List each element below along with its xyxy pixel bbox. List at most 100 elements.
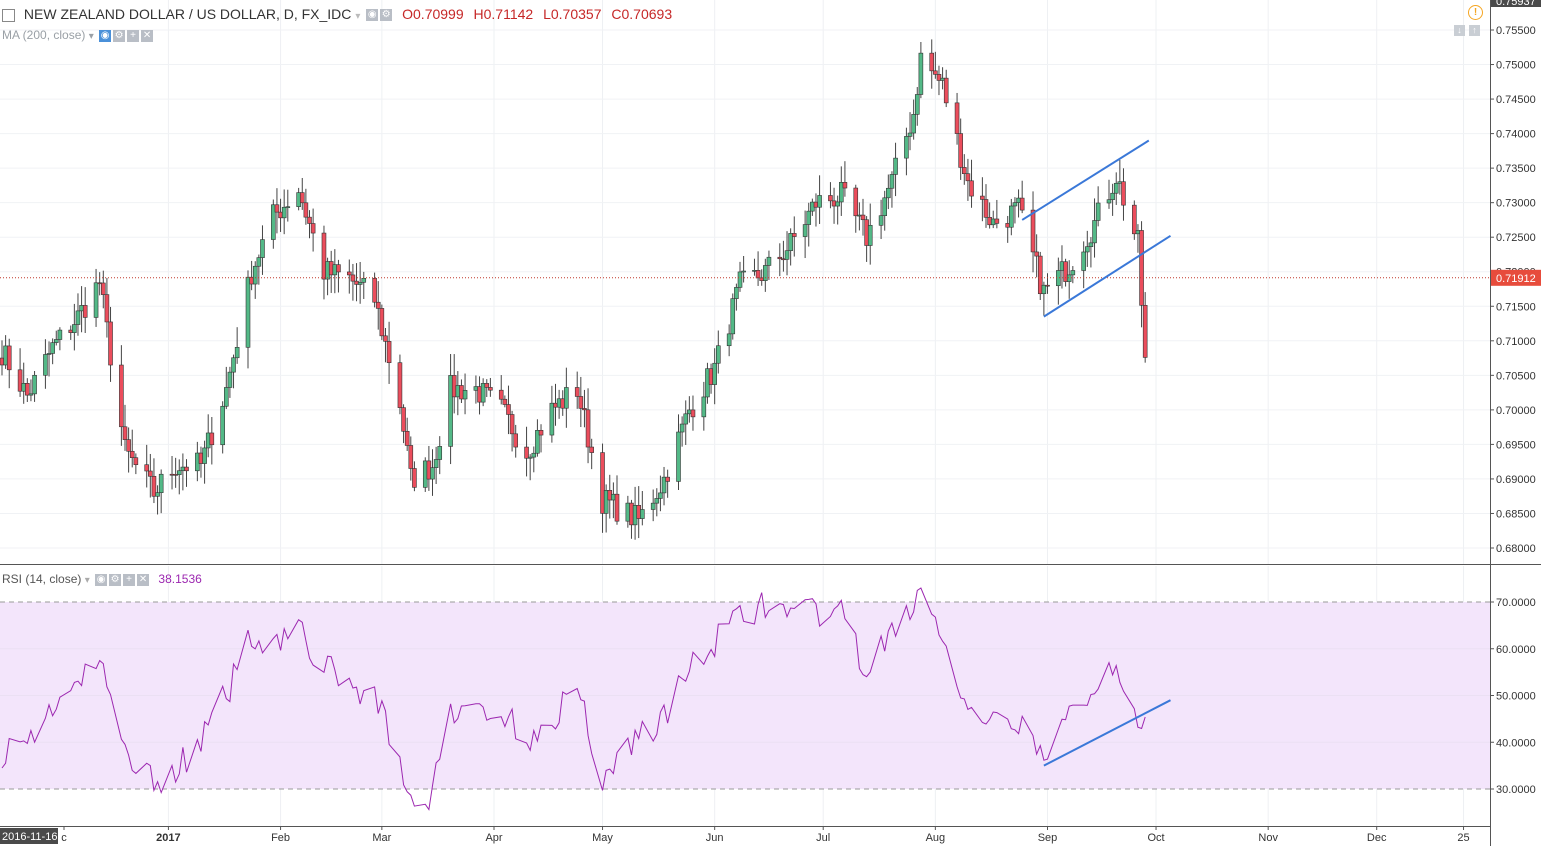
rsi-line[interactable] (1, 587, 1146, 811)
bullish-candle[interactable] (676, 414, 681, 490)
bearish-candle[interactable] (690, 395, 696, 431)
bearish-candle[interactable] (1045, 273, 1050, 294)
bullish-candle[interactable] (234, 327, 240, 364)
bullish-candle[interactable] (202, 440, 207, 484)
bearish-candle[interactable] (307, 210, 312, 239)
add-icon[interactable]: + (127, 29, 140, 42)
bearish-candle[interactable] (980, 177, 985, 222)
bearish-candle[interactable] (375, 281, 381, 330)
bullish-candle[interactable] (817, 175, 822, 224)
bearish-candle[interactable] (958, 118, 963, 180)
bullish-candle[interactable] (430, 449, 435, 496)
bullish-candle[interactable] (1081, 241, 1086, 289)
bullish-candle[interactable] (260, 225, 265, 275)
bearish-candle[interactable] (828, 182, 833, 209)
settings-icon[interactable]: ⚙ (380, 9, 393, 22)
bearish-candle[interactable] (1063, 258, 1068, 287)
bearish-candle[interactable] (600, 443, 605, 533)
bearish-candle[interactable] (488, 377, 493, 397)
bullish-candle[interactable] (889, 171, 895, 208)
bearish-candle[interactable] (498, 375, 504, 405)
bullish-candle[interactable] (158, 469, 164, 514)
bullish-candle[interactable] (730, 293, 736, 340)
bullish-candle[interactable] (886, 174, 891, 210)
visibility-icon[interactable]: ◉ (99, 29, 112, 42)
add-icon[interactable]: + (123, 573, 136, 586)
bearish-candle[interactable] (574, 371, 580, 409)
bullish-candle[interactable] (480, 378, 486, 407)
bullish-candle[interactable] (650, 489, 656, 522)
bullish-candle[interactable] (1092, 198, 1097, 258)
bullish-candle[interactable] (806, 202, 812, 247)
bullish-candle[interactable] (535, 419, 540, 457)
bullish-candle[interactable] (564, 367, 569, 428)
bearish-candle[interactable] (578, 376, 584, 428)
bearish-candle[interactable] (969, 159, 974, 208)
bullish-candle[interactable] (640, 491, 645, 526)
time-axis[interactable]: 2016-11-16 c 2017 Feb Mar Apr May Jun Jul Aug Sep O… (0, 826, 1470, 844)
bearish-candle[interactable] (184, 459, 189, 487)
bullish-candle[interactable] (1106, 179, 1112, 209)
bullish-candle[interactable] (737, 261, 743, 292)
trendline[interactable] (1043, 234, 1172, 318)
bearish-candle[interactable] (513, 424, 518, 458)
rsi-axis[interactable]: 70.0000 60.0000 50.0000 40.0000 30.0000 (1490, 597, 1536, 796)
bullish-candle[interactable] (50, 338, 55, 365)
bearish-candle[interactable] (299, 177, 305, 210)
bearish-candle[interactable] (994, 199, 1000, 229)
bearish-candle[interactable] (1037, 251, 1043, 300)
bearish-candle[interactable] (585, 388, 591, 464)
bullish-candle[interactable] (57, 327, 63, 351)
bearish-candle[interactable] (509, 410, 515, 452)
scale-down-icon[interactable]: ↓ (1454, 25, 1465, 36)
bullish-candle[interactable] (1088, 237, 1094, 268)
bullish-candle[interactable] (726, 324, 732, 357)
bullish-candle[interactable] (549, 385, 555, 443)
bullish-candle[interactable] (918, 42, 924, 99)
bearish-candle[interactable] (755, 251, 761, 286)
bullish-candle[interactable] (1095, 186, 1101, 227)
bullish-candle[interactable] (1070, 266, 1076, 284)
bearish-candle[interactable] (372, 272, 377, 308)
bullish-candle[interactable] (1009, 198, 1014, 236)
bullish-candle[interactable] (437, 436, 443, 475)
close-icon[interactable]: ✕ (137, 573, 150, 586)
bearish-candle[interactable] (1030, 191, 1036, 273)
bullish-candle[interactable] (683, 400, 689, 445)
rsi-trendline[interactable] (1043, 699, 1171, 767)
bullish-candle[interactable] (716, 330, 721, 374)
bearish-candle[interactable] (386, 321, 392, 384)
bullish-candle[interactable] (741, 255, 746, 283)
bearish-candle[interactable] (82, 287, 88, 334)
chevron-down-icon[interactable]: ▾ (84, 575, 90, 586)
bullish-candle[interactable] (835, 195, 840, 225)
bullish-candle[interactable] (531, 446, 537, 473)
bullish-candle[interactable] (224, 366, 229, 410)
bearish-candle[interactable] (954, 92, 960, 145)
visibility-icon[interactable]: ◉ (366, 9, 379, 22)
bullish-candle[interactable] (281, 189, 287, 235)
bullish-candle[interactable] (763, 258, 768, 292)
bearish-candle[interactable] (962, 154, 967, 185)
bearish-candle[interactable] (614, 475, 620, 525)
bullish-candle[interactable] (788, 228, 793, 266)
bearish-candle[interactable] (17, 348, 23, 397)
bearish-candle[interactable] (965, 158, 971, 201)
bearish-candle[interactable] (169, 455, 175, 490)
bearish-candle[interactable] (665, 469, 670, 498)
bearish-candle[interactable] (484, 379, 490, 398)
scale-up-icon[interactable]: ↑ (1469, 25, 1480, 36)
bearish-candle[interactable] (853, 184, 859, 233)
bearish-candle[interactable] (336, 259, 341, 293)
bearish-candle[interactable] (401, 404, 406, 444)
bearish-candle[interactable] (1121, 168, 1126, 221)
bearish-candle[interactable] (929, 39, 935, 89)
bullish-candle[interactable] (53, 330, 59, 346)
bearish-candle[interactable] (144, 444, 149, 488)
bearish-candle[interactable] (404, 417, 410, 451)
bullish-candle[interactable] (155, 485, 160, 515)
bullish-candle[interactable] (75, 293, 81, 336)
bullish-candle[interactable] (271, 199, 276, 249)
bearish-candle[interactable] (383, 328, 388, 363)
bearish-candle[interactable] (933, 51, 938, 79)
